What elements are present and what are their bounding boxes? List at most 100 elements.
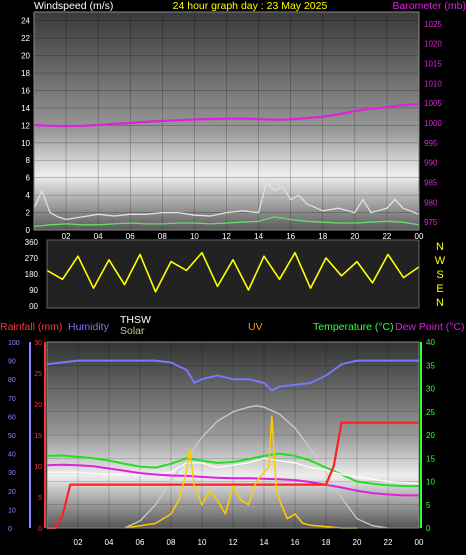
panel1-hour-label: 04 [94, 232, 103, 241]
panel1-hour-label: 18 [318, 232, 327, 241]
panel1-hour-label: 00 [415, 232, 424, 241]
direction-tick-label: 90 [29, 286, 38, 295]
direction-tick-label: 270 [25, 254, 39, 263]
panel3-hour-label: 08 [167, 538, 176, 547]
direction-letter: N [436, 241, 444, 253]
humidity-label: Humidity [68, 321, 110, 333]
rainfall-tick-label: 5 [38, 495, 42, 502]
direction-letter: S [436, 269, 443, 281]
barometer-tick-label: 1000 [424, 119, 442, 128]
graph-date-title: 24 hour graph day : 23 May 2025 [173, 0, 328, 12]
rainfall-tick-label: 20 [34, 402, 42, 409]
barometer-tick-label: 1010 [424, 79, 442, 88]
panel3-hour-label: 00 [415, 538, 424, 547]
panel3-hour-label: 14 [260, 538, 269, 547]
humidity-tick-label: 40 [8, 452, 16, 459]
barometer-tick-label: 995 [424, 139, 438, 148]
humidity-line [46, 359, 419, 392]
barometer-axis-title: Barometer (mb) [392, 0, 466, 12]
panel1-hour-label: 16 [286, 232, 295, 241]
barometer-tick-label: 990 [424, 159, 438, 168]
barometer-tick-label: 1020 [424, 40, 442, 49]
temperature-tick-label: 35 [426, 361, 435, 370]
panel3-axes: 0510152025303540010203040506070809010005… [8, 338, 435, 547]
uv-curve [124, 405, 389, 529]
panel3-hour-label: 12 [229, 538, 238, 547]
panel1-hour-label: 20 [350, 232, 359, 241]
panel3-hour-label: 06 [136, 538, 145, 547]
rainfall-tick-label: 30 [34, 340, 42, 347]
temperature-line [46, 452, 419, 488]
wind-tick-label: 14 [21, 104, 30, 113]
humidity-tick-label: 80 [8, 377, 16, 384]
direction-letter: W [435, 255, 446, 267]
humidity-tick-label: 0 [8, 526, 12, 533]
barometer-tick-label: 985 [424, 178, 438, 187]
wind-direction-line [46, 251, 420, 293]
direction-letter: E [436, 283, 443, 295]
uv-label: UV [248, 321, 263, 333]
wind-tick-label: 10 [21, 139, 30, 148]
thsw-label: THSW [120, 314, 151, 326]
temperature-tick-label: 10 [426, 478, 435, 487]
panel3-hour-label: 22 [384, 538, 393, 547]
direction-tick-label: 180 [25, 270, 39, 279]
humidity-tick-label: 30 [8, 470, 16, 477]
wind-tick-label: 6 [26, 174, 31, 183]
rainfall-tick-label: 0 [38, 526, 42, 533]
rain-humidity-temp-panel: 0510152025303540010203040506070809010005… [8, 338, 435, 547]
panel1-frame [33, 11, 420, 231]
humidity-tick-label: 20 [8, 489, 16, 496]
wind-tick-label: 22 [21, 34, 30, 43]
panel3-frame [46, 341, 420, 529]
panel3-background [47, 342, 419, 528]
wind-tick-label: 18 [21, 69, 30, 78]
panel2-background [47, 240, 419, 308]
barometer-tick-label: 1005 [424, 99, 442, 108]
direction-tick-label: 360 [25, 238, 39, 247]
wind-tick-label: 20 [21, 52, 30, 61]
direction-tick-label: 00 [29, 302, 38, 311]
panel1-grid [34, 12, 420, 231]
panel3-hour-label: 20 [353, 538, 362, 547]
panel1-hour-label: 08 [158, 232, 167, 241]
temperature-tick-label: 30 [426, 385, 435, 394]
solar-label: Solar [120, 325, 145, 337]
barometer-line [33, 102, 420, 128]
barometer-tick-label: 980 [424, 198, 438, 207]
panel3-series [46, 359, 420, 530]
wind-tick-label: 4 [26, 191, 31, 200]
temperature-tick-label: 40 [426, 338, 435, 347]
panel1-hour-label: 06 [126, 232, 135, 241]
panel1-axes: 0246810121416182022249759809859909951000… [21, 11, 442, 241]
panel2-series [46, 251, 420, 293]
humidity-tick-label: 60 [8, 414, 16, 421]
panel3-hour-label: 16 [291, 538, 300, 547]
panel1-hour-label: 22 [382, 232, 391, 241]
panel3-hour-label: 04 [105, 538, 114, 547]
rainfall-tick-label: 10 [34, 464, 42, 471]
wind-tick-label: 12 [21, 121, 30, 130]
barometer-tick-label: 1015 [424, 60, 442, 69]
solar-line [124, 415, 357, 529]
temperature-tick-label: 5 [426, 501, 431, 510]
panel1-hour-label: 02 [62, 232, 71, 241]
barometer-tick-label: 975 [424, 218, 438, 227]
barometer-tick-label: 1025 [424, 20, 442, 29]
panel3-hour-label: 18 [322, 538, 331, 547]
wind-tick-label: 2 [26, 209, 31, 218]
direction-letter: N [436, 297, 444, 309]
panel1-series [33, 102, 420, 228]
panel1-background [34, 12, 419, 230]
humidity-tick-label: 100 [8, 340, 20, 347]
humidity-tick-label: 90 [8, 359, 16, 366]
panel3-hour-label: 10 [198, 538, 207, 547]
wind-gust-line [33, 181, 420, 221]
humidity-tick-label: 10 [8, 507, 16, 514]
panel1-hour-label: 14 [254, 232, 263, 241]
humidity-tick-label: 70 [8, 396, 16, 403]
rainfall-line [47, 421, 419, 530]
